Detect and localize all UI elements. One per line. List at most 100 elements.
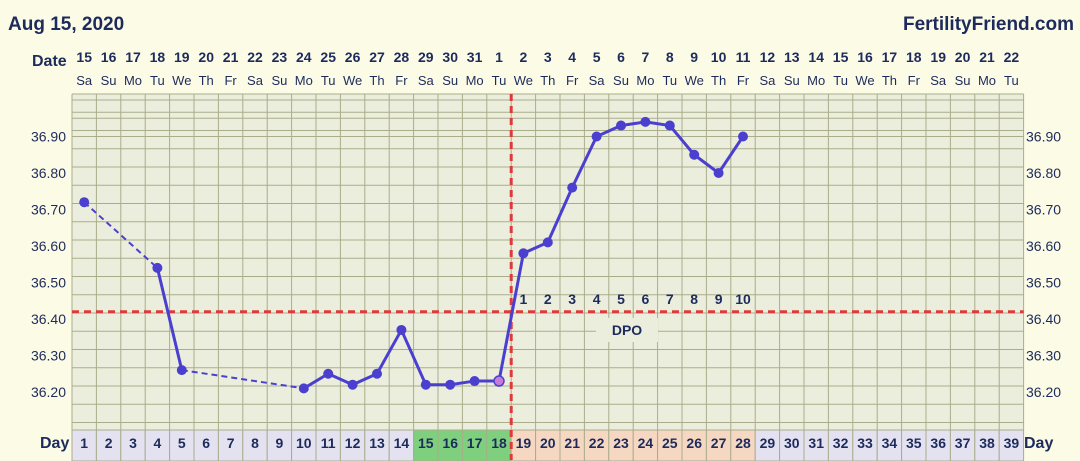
temperature-segment [83,201,159,269]
dpo-number: 3 [568,291,576,307]
cycle-day-label: 11 [321,435,336,451]
cycle-day-label: 1 [80,435,88,451]
date-tick-label: 1 [495,49,503,65]
temperature-segment [497,253,525,382]
weekday-label: Sa [247,73,264,88]
plot-area [72,94,1024,430]
weekday-label: Fr [908,73,921,88]
date-tick-label: 30 [442,49,458,65]
date-tick-label: 16 [857,49,873,65]
site-name: FertilityFriend.com [903,14,1074,35]
date-tick-label: 7 [642,49,650,65]
date-tick-label: 3 [544,49,552,65]
day-cell [71,429,97,461]
temperature-point [176,365,187,376]
cycle-day-label: 20 [540,435,556,451]
weekday-label: Mo [807,73,825,88]
weekday-label: Sa [930,73,947,88]
temperature-point [152,262,163,273]
date-tick-label: 28 [394,49,410,65]
weekday-label: Sa [589,73,606,88]
day-cell [364,429,390,461]
weekday-label: Su [784,73,800,88]
date-tick-label: 5 [593,49,601,65]
day-cell [657,429,683,461]
weekday-label: We [685,73,704,88]
temperature-point [420,379,431,390]
cycle-day-label: 37 [955,435,971,451]
weekday-label: Mo [978,73,996,88]
weekday-label: Fr [737,73,750,88]
day-cell [120,429,146,461]
date-tick-label: 15 [76,49,92,65]
day-cell [705,429,732,461]
y-tick-label-right: 36.90 [1026,129,1061,145]
y-tick-label-right: 36.50 [1026,275,1061,291]
weekday-label: Tu [150,73,165,88]
weekday-label: Fr [566,73,579,88]
cycle-day-label: 34 [882,435,898,451]
cycle-day-label: 19 [516,435,532,451]
y-tick-label-left: 36.30 [31,348,66,364]
weekday-label: Th [199,73,214,88]
temperature-segment [375,329,403,375]
weekday-label: Tu [492,73,507,88]
date-tick-label: 9 [690,49,698,65]
temperature-point [298,383,309,394]
weekday-label: Mo [636,73,654,88]
y-tick-label-right: 36.80 [1026,165,1061,181]
dpo-number: 4 [593,291,601,307]
cycle-day-label: 29 [760,435,776,451]
weekday-label: Mo [295,73,313,88]
temperature-point [323,368,334,379]
temperature-point [518,248,529,259]
cycle-day-label: 31 [808,435,824,451]
weekday-label: Su [271,73,287,88]
date-tick-label: 18 [906,49,922,65]
date-tick-label: 18 [150,49,166,65]
cycle-day-label: 14 [394,435,410,451]
day-cell [827,429,854,461]
date-tick-label: 13 [784,49,800,65]
date-tick-label: 29 [418,49,434,65]
day-cell [291,429,317,461]
cycle-day-label: 18 [491,435,507,451]
weekday-label: Th [882,73,897,88]
y-tick-label-left: 36.90 [31,129,66,145]
chart-date-title: Aug 15, 2020 [8,14,124,35]
temperature-point [616,120,626,131]
temperature-segment [400,329,428,386]
date-tick-label: 22 [247,49,263,65]
y-tick-label-right: 36.70 [1026,202,1061,218]
cycle-day-label: 16 [442,435,458,451]
temperature-point [713,168,724,178]
y-tick-label-right: 36.30 [1026,348,1061,364]
cycle-day-label: 35 [906,435,922,451]
dpo-label-bg [596,318,658,342]
cycle-day-label: 28 [735,435,751,451]
date-tick-label: 19 [174,49,190,65]
temperature-point [347,379,358,390]
temperature-point [493,375,505,387]
cycle-day-label: 7 [227,435,235,451]
temperature-point [591,131,602,142]
weekday-label: Mo [124,73,142,88]
weekday-label: Fr [395,73,408,88]
temperature-point [542,237,553,248]
y-tick-label-left: 36.60 [31,238,66,254]
temperature-point [567,182,578,193]
weekday-label: We [514,73,533,88]
day-cell [266,429,293,461]
weekday-label: Su [101,73,117,88]
cycle-day-label: 26 [686,435,702,451]
weekday-label: Tu [321,73,336,88]
weekday-label: Sa [76,73,93,88]
date-tick-label: 19 [930,49,946,65]
date-tick-label: 26 [345,49,361,65]
weekday-label: Fr [224,73,237,88]
cycle-day-label: 15 [418,435,434,451]
date-tick-label: 17 [125,49,141,65]
date-tick-label: 31 [467,49,483,65]
temperature-point [738,131,748,142]
date-tick-label: 27 [369,49,385,65]
